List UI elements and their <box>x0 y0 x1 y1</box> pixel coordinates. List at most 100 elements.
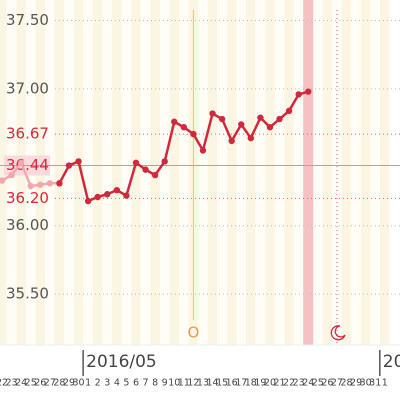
day-stripe <box>102 0 113 345</box>
x-tick-label: 26 <box>34 378 46 389</box>
temp-point <box>276 115 283 123</box>
x-tick-label: 4 <box>114 378 120 389</box>
day-stripe <box>73 0 84 345</box>
temp-point <box>65 162 73 169</box>
x-tick-label: 22 <box>0 378 8 389</box>
temp-point <box>123 192 130 199</box>
temp-point <box>46 180 54 187</box>
x-tick-label: 25 <box>312 378 324 389</box>
day-stripe <box>322 0 333 345</box>
temp-point <box>113 186 121 194</box>
temp-point <box>56 180 63 187</box>
x-tick-label: 19 <box>254 378 266 389</box>
temp-point <box>257 114 264 121</box>
x-tick-label: 5 <box>123 378 129 389</box>
temp-point <box>94 193 101 201</box>
temp-point <box>104 191 111 198</box>
x-tick-label: 28 <box>340 378 352 389</box>
day-stripe <box>198 0 208 345</box>
day-stripe <box>341 0 352 345</box>
temp-point <box>8 171 15 179</box>
x-tick-label: 7 <box>143 378 149 389</box>
day-stripe <box>217 0 227 345</box>
day-stripe <box>121 0 132 345</box>
day-stripe <box>226 0 237 345</box>
temp-point <box>161 158 168 165</box>
x-tick-label: 21 <box>273 378 285 389</box>
x-tick-label: 14 <box>206 378 218 389</box>
x-tick-label: 11 <box>178 378 190 389</box>
day-stripe <box>83 0 93 345</box>
day-stripe <box>207 0 218 345</box>
temp-point <box>285 107 293 115</box>
temp-point <box>295 91 302 98</box>
y-tick-label: 37.00 <box>6 79 49 97</box>
x-tick-label: 23 <box>293 378 305 389</box>
today-band <box>303 0 314 400</box>
temp-point <box>218 115 226 123</box>
x-tick-label: 15 <box>216 378 228 389</box>
day-stripe <box>246 0 256 345</box>
x-tick-label: 27 <box>331 378 343 389</box>
day-stripe <box>360 0 371 345</box>
x-tick-label: 3 <box>104 378 110 389</box>
x-tick-label: 26 <box>321 378 333 389</box>
temp-point <box>171 118 178 125</box>
x-tick-label: 16 <box>226 378 238 389</box>
day-stripe <box>332 0 342 345</box>
day-stripe <box>169 0 180 345</box>
x-tick-label: 13 <box>197 378 209 389</box>
y-tick-label: 35.50 <box>6 285 49 303</box>
x-tick-label: 22 <box>283 378 295 389</box>
ovulation-symbol: O <box>187 324 199 342</box>
x-tick-label: 25 <box>25 378 37 389</box>
temp-point <box>228 137 235 145</box>
day-stripe <box>179 0 189 345</box>
temp-point <box>305 88 312 95</box>
temp-point <box>0 177 6 184</box>
x-tick-label: 23 <box>6 378 18 389</box>
coverline-label: 36.44 <box>6 156 49 174</box>
x-tick-label: 24 <box>15 378 27 389</box>
day-stripe <box>64 0 74 345</box>
x-tick-label: 1 <box>85 378 91 389</box>
day-stripe <box>274 0 285 345</box>
temp-point <box>190 130 197 138</box>
ref-tick-label: 36.67 <box>6 125 49 143</box>
temp-point <box>132 159 140 166</box>
day-stripe <box>265 0 275 345</box>
x-tick-label: 18 <box>245 378 257 389</box>
x-tick-label: 27 <box>44 378 56 389</box>
day-stripe <box>370 0 381 345</box>
x-tick-label: 17 <box>235 378 247 389</box>
day-stripe <box>131 0 141 345</box>
y-tick-label: 36.00 <box>6 216 49 234</box>
plot: O37.5037.0036.0035.5036.6736.2036.442223… <box>0 11 400 389</box>
temp-point <box>238 121 245 128</box>
x-tick-label: 6 <box>133 378 139 389</box>
day-stripe <box>92 0 103 345</box>
day-stripe <box>112 0 122 345</box>
x-tick-label: 28 <box>53 378 65 389</box>
x-tick-label: 12 <box>187 378 199 389</box>
moon-icon <box>330 325 346 341</box>
y-tick-label: 37.50 <box>6 11 49 29</box>
day-stripe <box>351 0 361 345</box>
x-tick-label: 8 <box>152 378 158 389</box>
day-stripe <box>293 0 304 345</box>
day-stripe <box>159 0 170 345</box>
temp-point <box>247 134 255 142</box>
temp-point <box>17 159 25 166</box>
x-tick-label: 1 <box>382 378 388 389</box>
temp-point <box>37 181 44 188</box>
temp-point <box>75 158 82 165</box>
day-stripe <box>380 0 390 345</box>
temp-point <box>151 171 159 179</box>
month-label: 2016/05 <box>86 352 157 372</box>
axis-strip <box>0 345 400 400</box>
day-stripe <box>255 0 266 345</box>
temp-point <box>209 110 216 117</box>
x-tick-label: 2 <box>95 378 101 389</box>
day-stripe <box>313 0 323 345</box>
x-tick-label: 30 <box>73 378 85 389</box>
